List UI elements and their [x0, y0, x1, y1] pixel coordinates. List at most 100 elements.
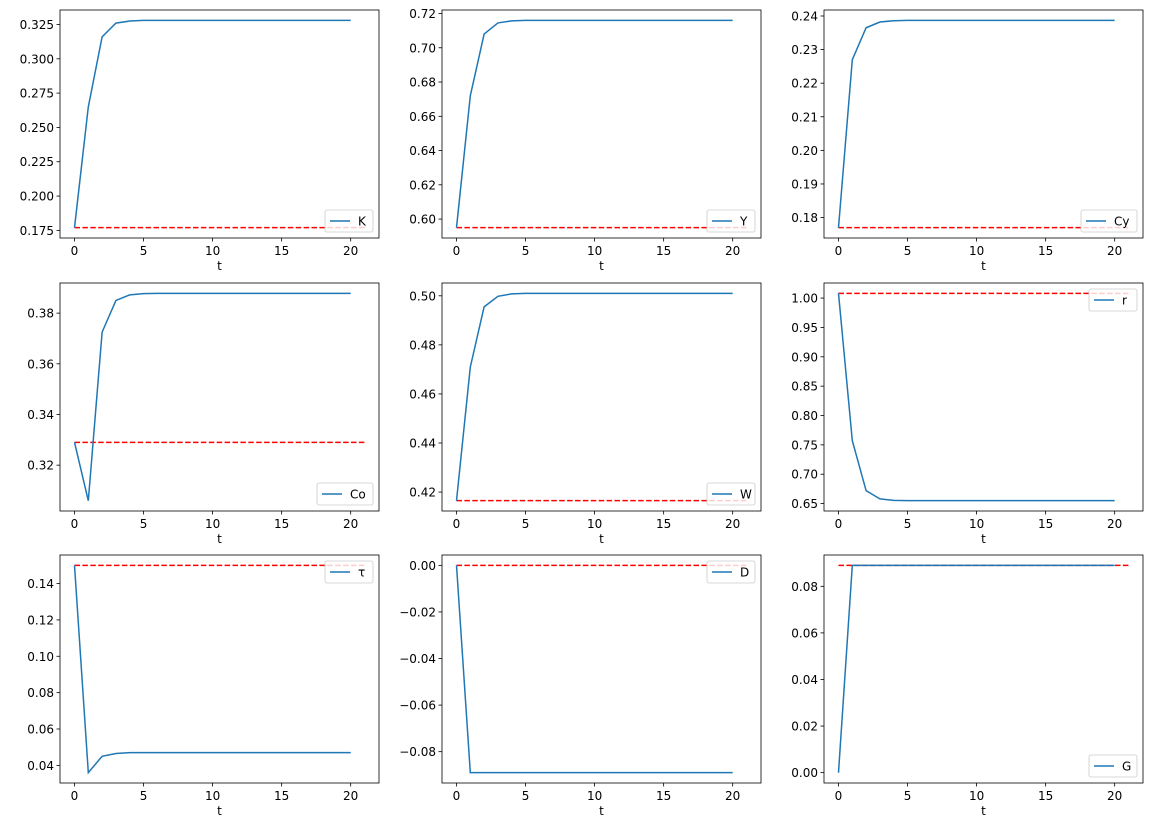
- y-tick-label: −0.06: [399, 699, 436, 713]
- legend: D: [707, 561, 755, 583]
- y-tick-label: 0.95: [791, 321, 818, 335]
- y-tick-label: 0.65: [791, 497, 818, 511]
- series-line-K: [75, 20, 351, 227]
- x-axis-label: t: [599, 532, 604, 546]
- legend: Cy: [1081, 210, 1137, 232]
- y-tick-label: 0.00: [791, 766, 818, 780]
- y-tick-label: 0.275: [20, 87, 54, 101]
- y-tick-label: 0.14: [27, 577, 54, 591]
- y-tick-label: 0.08: [27, 686, 54, 700]
- x-tick-label: 20: [1107, 789, 1122, 803]
- y-tick-label: 0.90: [791, 350, 818, 364]
- y-tick-label: 0.60: [409, 213, 436, 227]
- x-tick-label: 10: [969, 244, 984, 258]
- x-tick-label: 5: [904, 244, 912, 258]
- x-axis-label: t: [217, 532, 222, 546]
- y-tick-label: 0.42: [409, 486, 436, 500]
- axes-frame: [442, 10, 761, 238]
- x-tick-label: 5: [522, 789, 530, 803]
- y-tick-label: −0.04: [399, 652, 436, 666]
- x-tick-label: 10: [587, 517, 602, 531]
- y-tick-label: 0.06: [791, 626, 818, 640]
- y-tick-label: 0.36: [27, 357, 54, 371]
- legend-label: K: [358, 215, 367, 229]
- y-tick-label: 1.00: [791, 292, 818, 306]
- series-line-G: [839, 565, 1115, 772]
- x-axis-label: t: [217, 804, 222, 818]
- y-tick-label: 0.300: [20, 52, 54, 66]
- y-tick-label: 0.38: [27, 307, 54, 321]
- y-tick-label: 0.04: [27, 759, 54, 773]
- x-tick-label: 10: [205, 517, 220, 531]
- y-tick-label: 0.04: [791, 673, 818, 687]
- x-tick-label: 10: [205, 244, 220, 258]
- x-tick-label: 5: [140, 789, 148, 803]
- x-tick-label: 15: [656, 789, 671, 803]
- x-tick-label: 20: [1107, 517, 1122, 531]
- axes-frame: [60, 555, 379, 783]
- x-tick-label: 10: [969, 789, 984, 803]
- x-tick-label: 5: [522, 244, 530, 258]
- y-tick-label: 0.70: [409, 41, 436, 55]
- series-line-τ: [75, 565, 351, 772]
- x-tick-label: 5: [904, 789, 912, 803]
- y-tick-label: 0.200: [20, 190, 54, 204]
- series-line-Co: [75, 293, 351, 500]
- y-tick-label: 0.68: [409, 76, 436, 90]
- x-tick-label: 0: [453, 244, 461, 258]
- axes-frame: [824, 555, 1143, 783]
- y-tick-label: 0.21: [791, 110, 818, 124]
- axes-frame: [442, 283, 761, 511]
- x-tick-label: 20: [343, 789, 358, 803]
- x-axis-label: t: [599, 804, 604, 818]
- series-line-D: [457, 565, 733, 772]
- axes-frame: [60, 10, 379, 238]
- x-tick-label: 20: [343, 517, 358, 531]
- y-tick-label: 0.48: [409, 338, 436, 352]
- x-tick-label: 10: [587, 244, 602, 258]
- x-axis-label: t: [981, 259, 986, 273]
- legend-label: r: [1122, 294, 1127, 308]
- y-tick-label: 0.250: [20, 121, 54, 135]
- legend-label: Y: [739, 215, 748, 229]
- legend: W: [707, 483, 755, 505]
- x-axis-label: t: [981, 804, 986, 818]
- y-tick-label: 0.32: [27, 459, 54, 473]
- series-line-r: [839, 293, 1115, 500]
- x-axis-label: t: [599, 259, 604, 273]
- legend: τ: [325, 561, 373, 583]
- legend-label: τ: [358, 566, 365, 580]
- y-tick-label: −0.08: [399, 745, 436, 759]
- x-tick-label: 0: [453, 517, 461, 531]
- x-axis-label: t: [981, 532, 986, 546]
- x-tick-label: 5: [140, 244, 148, 258]
- x-tick-label: 10: [205, 789, 220, 803]
- y-tick-label: 0.00: [409, 559, 436, 573]
- series-line-Y: [457, 20, 733, 227]
- x-tick-label: 5: [522, 517, 530, 531]
- series-line-W: [457, 293, 733, 500]
- x-tick-label: 15: [656, 244, 671, 258]
- x-tick-label: 20: [725, 244, 740, 258]
- x-tick-label: 15: [274, 244, 289, 258]
- x-tick-label: 20: [725, 517, 740, 531]
- y-tick-label: 0.12: [27, 613, 54, 627]
- x-tick-label: 20: [1107, 244, 1122, 258]
- x-tick-label: 0: [453, 789, 461, 803]
- x-tick-label: 10: [587, 789, 602, 803]
- legend-label: G: [1122, 760, 1131, 774]
- y-tick-label: 0.64: [409, 144, 436, 158]
- legend: r: [1089, 289, 1137, 311]
- x-tick-label: 0: [71, 789, 79, 803]
- x-tick-label: 15: [1038, 789, 1053, 803]
- y-tick-label: 0.22: [791, 77, 818, 91]
- y-tick-label: 0.18: [791, 211, 818, 225]
- x-tick-label: 20: [725, 789, 740, 803]
- legend: G: [1089, 755, 1137, 777]
